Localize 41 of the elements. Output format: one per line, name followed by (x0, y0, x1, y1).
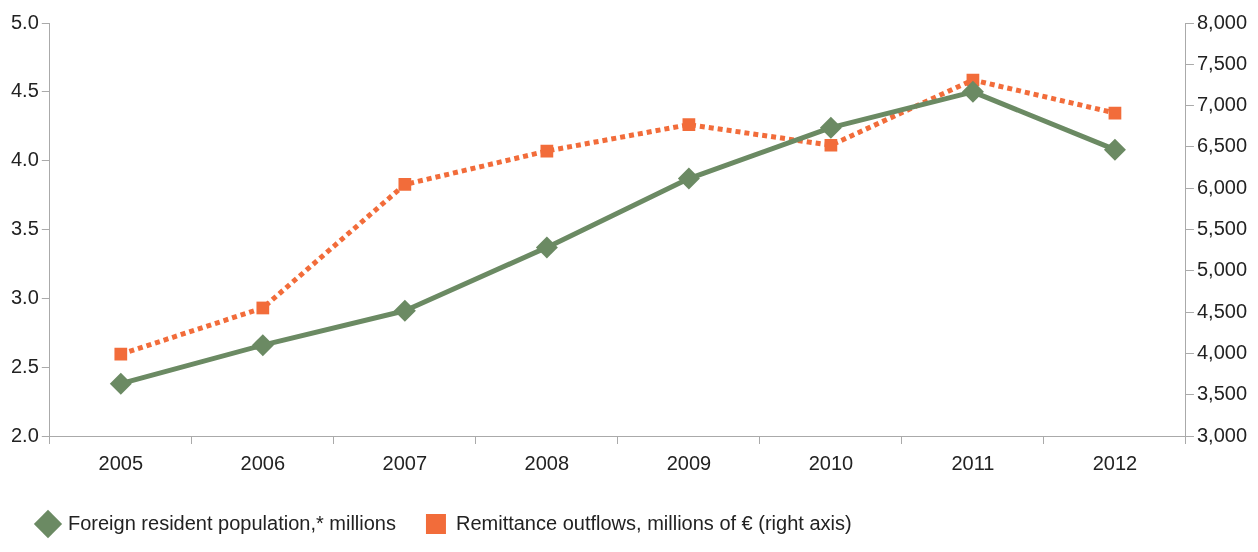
y2-tick-label: 6,500 (1196, 134, 1248, 157)
x-tick-label: 2011 (951, 451, 995, 474)
x-tick-label: 2007 (382, 451, 428, 474)
y-tick-label: 4.5 (10, 79, 39, 102)
y-tick-label: 2.5 (10, 354, 39, 377)
x-tick-label: 2012 (1092, 451, 1138, 474)
y2-tick-label: 7,500 (1196, 51, 1248, 74)
point (682, 118, 696, 131)
x-tick-label: 2010 (808, 451, 854, 474)
y-tick-label: 4.0 (10, 148, 39, 171)
point (677, 167, 700, 190)
y-tick-label: 3.0 (10, 285, 39, 308)
point (961, 80, 984, 103)
point (256, 301, 270, 315)
x-tick-label: 2009 (666, 451, 712, 474)
y2-tick-label: 6,000 (1196, 175, 1248, 198)
x-tick-label: 2008 (524, 451, 570, 474)
legend-label: Remittance outflows, millions of € (right axis) (455, 511, 852, 534)
y2-tick-label: 7,000 (1196, 93, 1248, 116)
legend-label: Foreign resident population,* millions (68, 511, 396, 534)
x-tick-label: 2005 (98, 451, 144, 474)
point (393, 299, 416, 322)
y-tick-label: 3.5 (10, 217, 39, 240)
y-tick-label: 5.0 (10, 10, 39, 33)
point (824, 138, 838, 152)
y2-tick-label: 3,500 (1196, 382, 1248, 405)
point (109, 372, 132, 395)
point (535, 236, 558, 259)
y2-tick-label: 3,000 (1196, 423, 1248, 446)
y-tick-label: 2.0 (10, 423, 39, 446)
point (251, 334, 274, 357)
y2-tick-label: 4,000 (1196, 340, 1248, 363)
y2-tick-label: 5,000 (1196, 258, 1248, 281)
x-tick-label: 2006 (240, 451, 286, 474)
y2-tick-label: 4,500 (1196, 299, 1248, 322)
point (1103, 138, 1126, 161)
y2-tick-label: 5,500 (1196, 217, 1248, 240)
point (819, 116, 842, 139)
point (398, 178, 412, 191)
point (114, 347, 128, 361)
y2-tick-label: 8,000 (1196, 10, 1248, 33)
